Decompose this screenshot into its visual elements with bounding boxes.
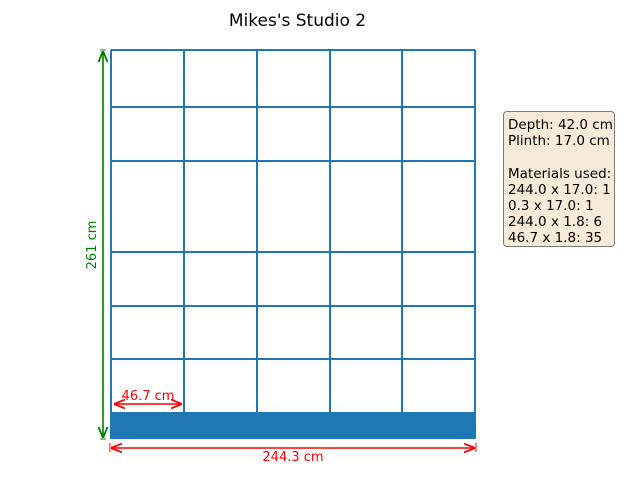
width-dimension-label: 244.3 cm [262,450,323,465]
materials-heading: Materials used: [508,165,612,182]
material-item: 244.0 x 1.8: 6 [508,214,603,231]
material-item: 0.3 x 17.0: 1 [508,198,594,214]
depth-text: Depth: 42.0 cm [508,117,613,133]
shelf-width-label: 46.7 cm [122,389,175,404]
diagram-title: Mikes's Studio 2 [228,11,367,31]
shelf-structure [110,49,476,439]
height-dimension-label: 261 cm [85,221,100,270]
material-item: 46.7 x 1.8: 35 [508,230,603,247]
materials-info-box: Depth: 42.0 cm Plinth: 17.0 cm Materials… [503,111,615,247]
dimension-lines [100,49,477,452]
material-item: 244.0 x 17.0: 1 [508,181,611,198]
plinth [110,412,476,439]
plinth-text: Plinth: 17.0 cm [508,133,610,150]
